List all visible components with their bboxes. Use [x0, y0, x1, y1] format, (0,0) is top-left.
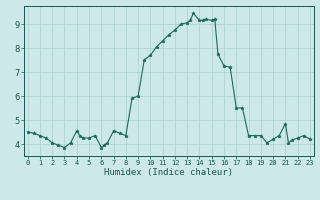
- X-axis label: Humidex (Indice chaleur): Humidex (Indice chaleur): [104, 168, 233, 177]
